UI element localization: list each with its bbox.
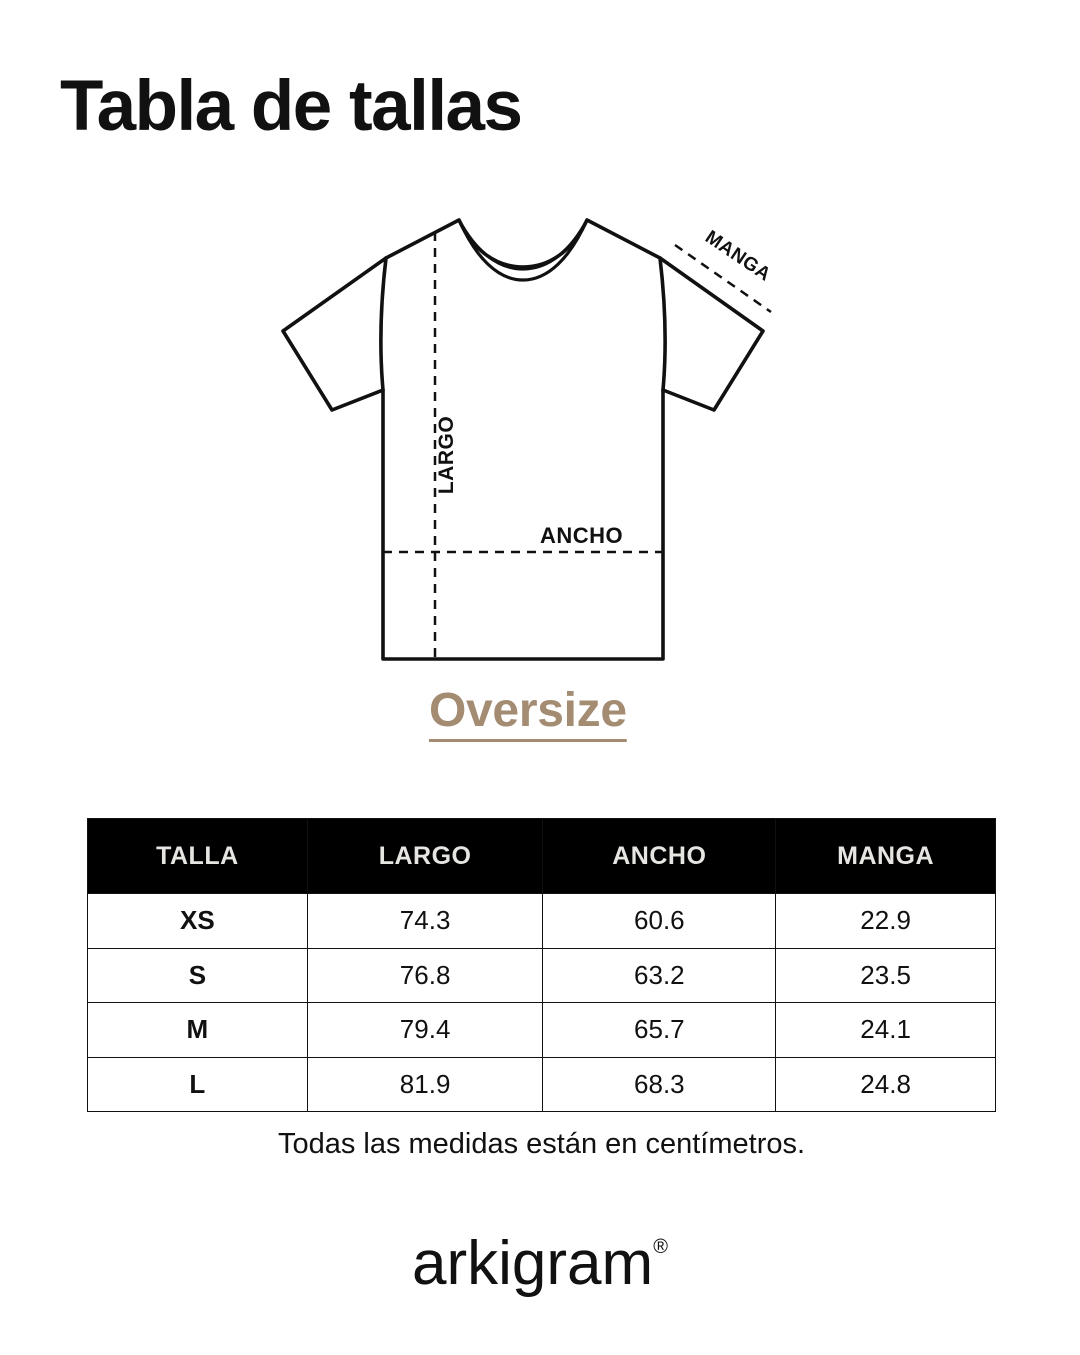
svg-text:ANCHO: ANCHO [540, 523, 623, 548]
svg-text:LARGO: LARGO [435, 416, 458, 494]
svg-text:MANGA: MANGA [701, 227, 774, 286]
